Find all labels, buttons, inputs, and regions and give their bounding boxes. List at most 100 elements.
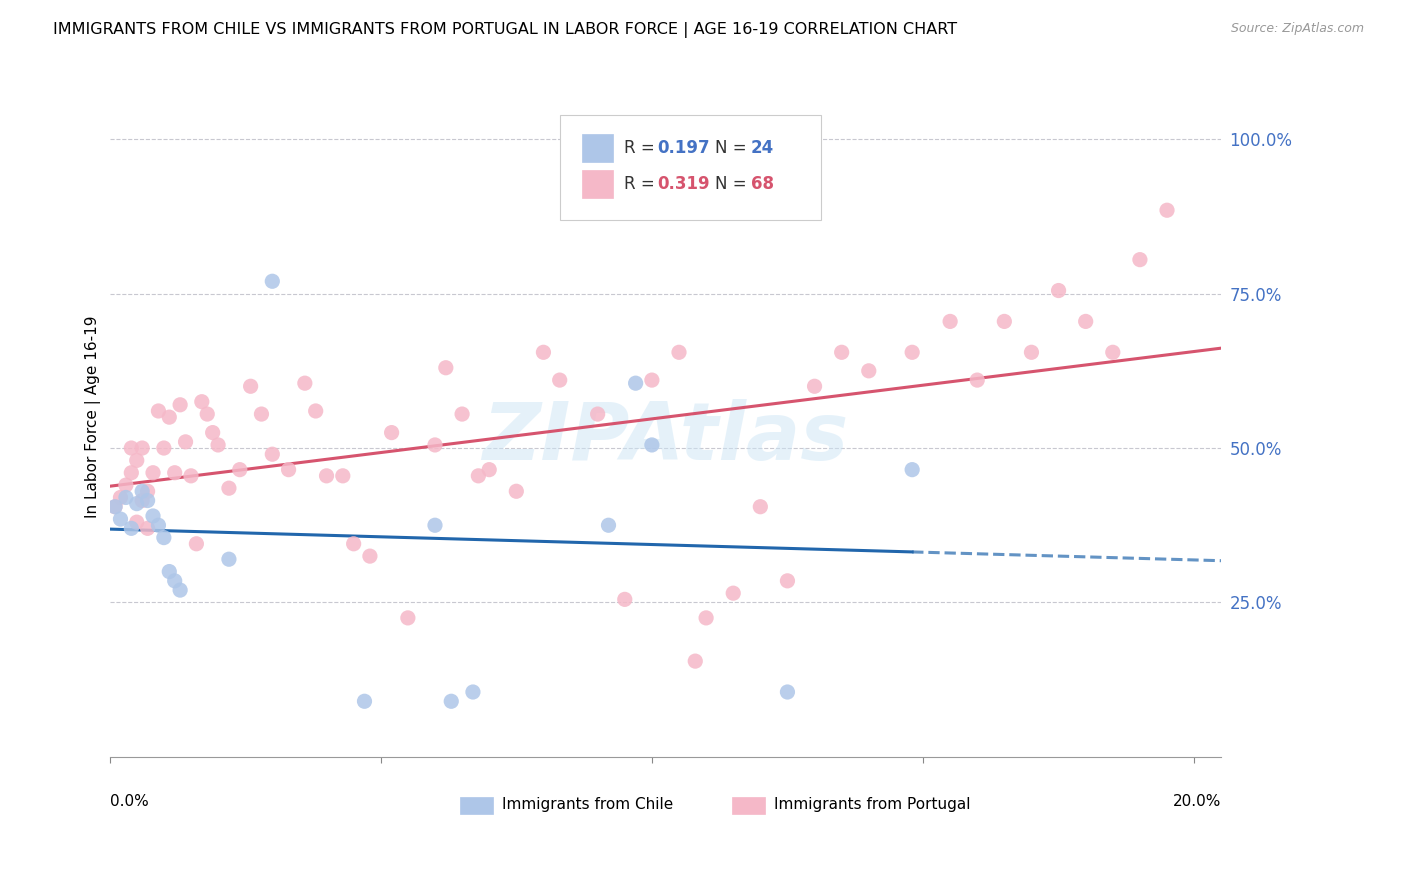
- Point: [776, 685, 799, 699]
- Point: [148, 518, 170, 533]
- Point: [683, 654, 706, 668]
- Point: [125, 497, 148, 511]
- Text: N =: N =: [716, 175, 752, 193]
- FancyBboxPatch shape: [460, 797, 494, 814]
- Point: [218, 481, 240, 495]
- Point: [174, 434, 197, 449]
- Point: [294, 376, 316, 391]
- Point: [461, 685, 484, 699]
- Point: [262, 447, 284, 461]
- Text: IMMIGRANTS FROM CHILE VS IMMIGRANTS FROM PORTUGAL IN LABOR FORCE | AGE 16-19 COR: IMMIGRANTS FROM CHILE VS IMMIGRANTS FROM…: [53, 22, 957, 38]
- Point: [434, 360, 457, 375]
- Point: [1047, 284, 1070, 298]
- Point: [343, 537, 366, 551]
- Point: [359, 549, 381, 563]
- Point: [169, 398, 191, 412]
- Point: [207, 438, 229, 452]
- Point: [803, 379, 825, 393]
- Point: [201, 425, 224, 440]
- FancyBboxPatch shape: [582, 169, 613, 198]
- Point: [901, 463, 924, 477]
- Point: [142, 466, 165, 480]
- Point: [315, 468, 337, 483]
- Text: R =: R =: [624, 139, 661, 157]
- Point: [332, 468, 354, 483]
- Point: [136, 484, 159, 499]
- Point: [157, 410, 180, 425]
- Point: [548, 373, 571, 387]
- Text: Source: ZipAtlas.com: Source: ZipAtlas.com: [1230, 22, 1364, 36]
- Point: [148, 404, 170, 418]
- Point: [505, 484, 527, 499]
- Point: [104, 500, 127, 514]
- Point: [533, 345, 555, 359]
- Point: [831, 345, 853, 359]
- Point: [467, 468, 489, 483]
- Point: [586, 407, 609, 421]
- Point: [277, 463, 299, 477]
- Point: [104, 500, 127, 514]
- FancyBboxPatch shape: [733, 797, 765, 814]
- Point: [110, 512, 132, 526]
- Point: [136, 493, 159, 508]
- Point: [191, 394, 214, 409]
- Text: R =: R =: [624, 175, 661, 193]
- Point: [749, 500, 772, 514]
- Point: [120, 441, 142, 455]
- Point: [229, 463, 252, 477]
- Text: Immigrants from Portugal: Immigrants from Portugal: [775, 797, 972, 812]
- Point: [115, 491, 138, 505]
- Point: [423, 438, 446, 452]
- Point: [157, 565, 180, 579]
- Point: [695, 611, 717, 625]
- Point: [939, 314, 962, 328]
- Point: [1101, 345, 1123, 359]
- Point: [153, 531, 176, 545]
- Point: [1074, 314, 1097, 328]
- Point: [641, 373, 664, 387]
- Point: [163, 574, 186, 588]
- Point: [353, 694, 375, 708]
- Point: [131, 484, 153, 499]
- Text: ZIPAtlas: ZIPAtlas: [482, 399, 849, 476]
- Point: [239, 379, 262, 393]
- Text: 0.319: 0.319: [658, 175, 710, 193]
- Point: [966, 373, 988, 387]
- Point: [262, 274, 284, 288]
- Text: 68: 68: [751, 175, 775, 193]
- Point: [125, 453, 148, 467]
- Point: [120, 466, 142, 480]
- Point: [901, 345, 924, 359]
- Point: [110, 491, 132, 505]
- FancyBboxPatch shape: [582, 134, 613, 162]
- Point: [1156, 203, 1178, 218]
- Point: [163, 466, 186, 480]
- Point: [142, 508, 165, 523]
- Point: [169, 583, 191, 598]
- Text: 0.197: 0.197: [658, 139, 710, 157]
- Point: [423, 518, 446, 533]
- Text: N =: N =: [716, 139, 752, 157]
- Point: [131, 493, 153, 508]
- Point: [125, 515, 148, 529]
- Point: [641, 438, 664, 452]
- Point: [440, 694, 463, 708]
- Point: [776, 574, 799, 588]
- Point: [668, 345, 690, 359]
- Text: 20.0%: 20.0%: [1173, 794, 1222, 809]
- Point: [153, 441, 176, 455]
- Point: [858, 364, 880, 378]
- FancyBboxPatch shape: [560, 115, 821, 220]
- Point: [613, 592, 636, 607]
- Point: [180, 468, 202, 483]
- Point: [451, 407, 474, 421]
- Y-axis label: In Labor Force | Age 16-19: In Labor Force | Age 16-19: [86, 316, 101, 518]
- Point: [115, 478, 138, 492]
- Point: [598, 518, 620, 533]
- Point: [624, 376, 647, 391]
- Point: [218, 552, 240, 566]
- Text: 24: 24: [751, 139, 775, 157]
- Point: [186, 537, 208, 551]
- Point: [1021, 345, 1043, 359]
- Point: [478, 463, 501, 477]
